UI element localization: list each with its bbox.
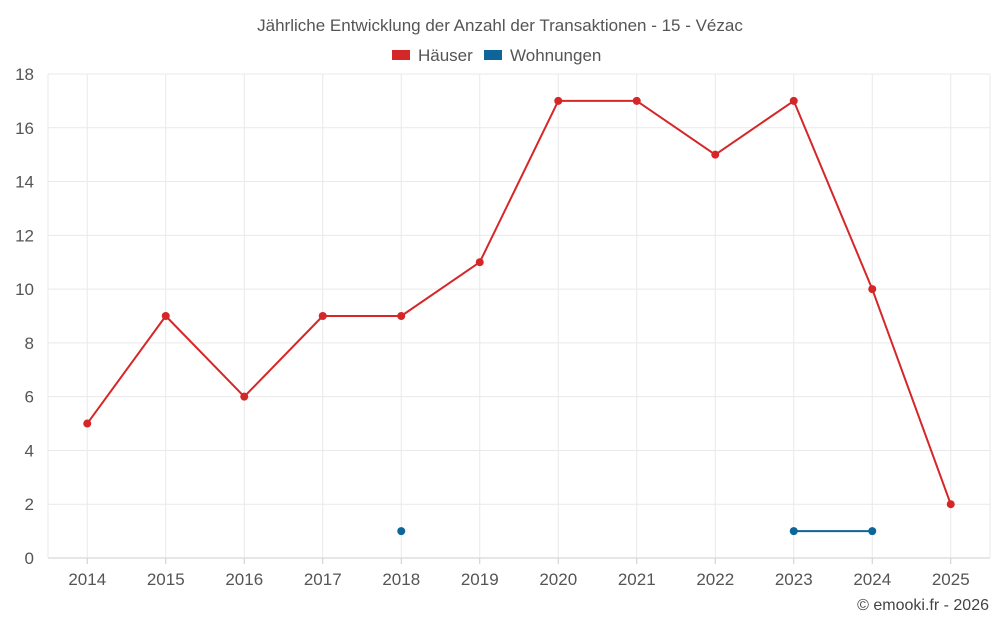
y-tick-label: 12 [15,226,34,245]
y-tick-label: 10 [15,280,34,299]
legend: Häuser Wohnungen [392,46,601,65]
legend-swatch-wohnungen [484,50,502,60]
series-layer [83,96,955,536]
grid [47,73,991,559]
x-tick-label: 2019 [461,570,499,589]
y-tick-label: 18 [15,65,34,84]
x-axis: 2014 2015 2016 2017 2018 2019 2020 2021 2022 2023… [68,558,970,589]
x-tick-label: 2018 [382,570,420,589]
data-point-wohnungen-2024[interactable] [868,527,877,536]
x-tick-label: 2016 [225,570,263,589]
y-tick-label: 16 [15,119,34,138]
data-point-hauser-2023[interactable] [789,96,798,105]
x-tick-label: 2021 [618,570,656,589]
series-hauser [83,96,955,509]
data-point-hauser-2016[interactable] [240,392,249,401]
y-tick-label: 4 [25,441,34,460]
series-line-hauser [86,99,952,505]
data-point-wohnungen-2018[interactable] [397,527,406,536]
y-tick-label: 8 [25,334,34,353]
data-point-wohnungen-2023[interactable] [789,527,798,536]
y-axis: 0 2 4 6 8 10 12 14 16 18 [15,65,34,568]
y-tick-label: 6 [25,388,34,407]
legend-item-hauser[interactable]: Häuser [392,46,473,65]
data-point-hauser-2025[interactable] [946,500,955,509]
data-point-hauser-2017[interactable] [318,312,327,320]
x-tick-label: 2015 [147,570,185,589]
legend-swatch-hauser [392,50,410,60]
x-tick-label: 2022 [696,570,734,589]
data-point-hauser-2021[interactable] [632,96,641,105]
x-tick-label: 2024 [853,570,891,589]
legend-item-wohnungen[interactable]: Wohnungen [484,46,601,65]
series-wohnungen [397,527,877,536]
x-tick-label: 2025 [932,570,970,589]
x-tick-label: 2014 [68,570,106,589]
legend-label-hauser: Häuser [418,46,473,65]
x-tick-label: 2017 [304,570,342,589]
x-tick-label: 2020 [539,570,577,589]
y-tick-label: 14 [15,173,34,192]
legend-label-wohnungen: Wohnungen [510,46,601,65]
data-point-hauser-2020[interactable] [554,96,563,105]
data-point-hauser-2022[interactable] [711,150,720,159]
x-tick-label: 2023 [775,570,813,589]
data-point-hauser-2014[interactable] [83,419,92,428]
data-point-hauser-2018[interactable] [397,312,406,320]
data-point-hauser-2015[interactable] [161,312,170,320]
y-tick-label: 0 [25,549,34,568]
data-point-hauser-2019[interactable] [475,258,484,267]
chart-title: Jährliche Entwicklung der Anzahl der Tra… [257,16,743,35]
y-tick-label: 2 [25,495,34,514]
credit-text: © emooki.fr - 2026 [857,597,989,614]
data-point-hauser-2024[interactable] [868,285,877,294]
